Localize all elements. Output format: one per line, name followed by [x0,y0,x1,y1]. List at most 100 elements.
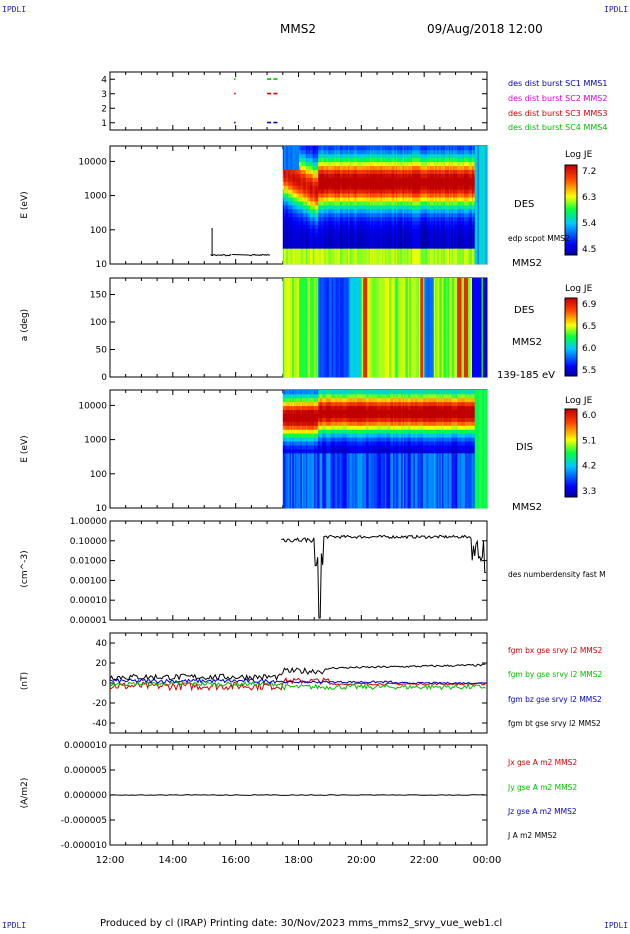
spectro-cell-1 [296,193,299,198]
spectro-cell-1 [383,173,386,178]
spectro-cell-1 [295,248,297,253]
spectro-cell-1 [417,157,420,163]
spectro-cell-1 [286,197,289,202]
spectro-cell-1 [361,232,364,237]
spectro-cell-1 [383,193,386,198]
spectro-cell-1 [335,161,338,167]
spectro-cell-1 [310,169,312,174]
spectro-cell-1 [360,260,363,265]
spectro-cell-1 [331,149,334,155]
spectro-cell-1 [300,244,303,249]
spectro-cell-1 [337,244,340,249]
spectro-cell-1 [418,161,421,167]
spectro-cell-1 [378,216,380,222]
spectro-cell-1 [410,208,413,214]
spectro-cell-1 [414,205,417,210]
spectro-cell-1 [406,216,409,222]
spectro-cell-1 [324,146,327,151]
spectro-cell-1 [307,153,310,159]
spectro-cell-1 [310,193,312,198]
spectro-cell-1 [357,252,360,257]
spectro-cell-1 [304,161,307,167]
spectro-cell-1 [295,165,297,170]
spectro-cell-1 [359,185,361,190]
spectro-cell-1 [327,193,330,198]
spectro-cell-1 [387,248,390,253]
spectro-cell-1 [335,146,338,151]
spectro-cell-1 [292,181,295,186]
spectro-cell-1 [335,224,338,229]
spectro-cell-1 [412,260,414,265]
spectro-cell-1 [299,256,301,261]
spectro-cell-1 [409,248,412,253]
spectro-cell-1 [371,201,374,206]
spectro-cell-1 [339,252,342,257]
spectro-cell-1 [290,185,293,190]
spectro-cell-1 [428,216,431,222]
spectro-cell-1 [427,224,429,229]
spectro-cell-1 [354,216,357,222]
spectro-cell-1 [308,220,311,226]
spectro-cell-1 [429,220,432,226]
spectro-cell-1 [356,240,359,245]
spectro-cell-1 [338,177,341,182]
spectro-cell-1 [330,252,333,257]
spectro-cell-1 [367,165,369,170]
spectro-cell-1 [379,201,382,206]
spectro-cell-1 [363,236,365,241]
spectro-cell-1 [360,197,363,202]
spectro-cell-1 [431,252,433,257]
spectro-cell-1 [412,244,414,249]
spectro-cell-1 [289,161,292,167]
spectro-cell-1 [290,165,293,170]
spectro-cell-1 [393,256,395,261]
spectro-cell-1 [289,208,292,214]
spectro-cell-1 [393,228,395,233]
spectro-cell-1 [322,208,325,214]
spectro-cell-1 [322,248,325,253]
spectro-cell-1 [304,157,307,163]
spectro-cell-1 [372,161,375,167]
spectro-cell-1 [379,197,382,202]
spectro-cell-1 [399,197,402,202]
spectro-cell-1 [339,177,342,182]
spectro-cell-1 [303,177,305,182]
spectro-cell-1 [338,161,341,167]
spectro-cell-1 [312,260,315,265]
spectro-cell-1 [439,177,442,182]
spectro-cell-1 [341,252,344,257]
spectro-cell-1 [308,256,311,261]
spectro-cell-1 [368,169,371,174]
spectro-cell-1 [289,260,292,265]
spectro-cell-1 [376,216,379,222]
spectro-cell-1 [428,161,431,167]
spectro-cell-1 [378,244,380,249]
spectro-cell-1 [424,185,427,190]
ytick-label-2: 100 [90,318,107,328]
spectro-cell-1 [341,165,344,170]
spectro-cell-1 [341,161,344,167]
spectro-cell-1 [345,201,348,206]
spectro-cell-1 [348,161,350,167]
spectro-cell-1 [286,236,289,241]
spectro-cell-1 [319,173,322,178]
spectro-cell-1 [372,149,375,155]
spectro-cell-1 [387,236,390,241]
spectro-cell-1 [310,153,312,159]
spectro-cell-1 [418,260,421,265]
spectro-cell-1 [401,208,403,214]
spectro-cell-1 [285,177,288,182]
spectro-cell-1 [398,240,401,245]
spectro-cell-1 [319,212,322,218]
spectro-cell-1 [437,252,440,257]
spectro-cell-1 [397,208,399,214]
spectro-cell-1 [387,193,390,198]
spectro-cell-1 [361,220,364,226]
spectro-cell-1 [428,157,431,163]
spectro-cell-1 [405,252,408,257]
spectro-cell-1 [391,157,394,163]
spectro-cell-1 [323,208,326,214]
spectro-cell-1 [423,240,425,245]
spectro-cell-1 [288,201,290,206]
spectro-cell-1 [364,205,367,210]
